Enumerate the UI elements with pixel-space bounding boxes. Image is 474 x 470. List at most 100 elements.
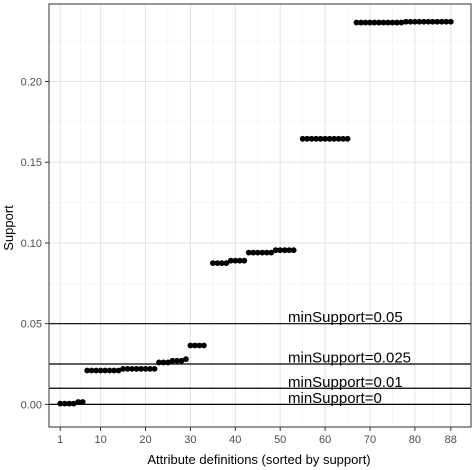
- data-point: [420, 18, 427, 25]
- data-point: [443, 18, 450, 25]
- data-point: [438, 18, 445, 25]
- x-axis-title: Attribute definitions (sorted by support…: [147, 452, 370, 467]
- data-point: [385, 19, 391, 26]
- data-point: [70, 400, 77, 407]
- data-point: [380, 19, 387, 26]
- data-point: [290, 247, 297, 254]
- data-point: [263, 249, 270, 256]
- data-point: [389, 19, 396, 26]
- data-point: [200, 342, 207, 349]
- data-point: [209, 260, 216, 267]
- data-point: [57, 400, 64, 407]
- data-point: [61, 400, 68, 407]
- data-point: [192, 342, 198, 349]
- data-point: [429, 18, 436, 25]
- data-point: [115, 367, 122, 374]
- data-point: [151, 365, 158, 372]
- threshold-label: minSupport=0: [288, 390, 382, 407]
- data-point: [299, 135, 306, 142]
- threshold-label: minSupport=0.025: [288, 350, 411, 367]
- x-tick-label: 10: [95, 434, 107, 446]
- threshold-lines: minSupport=0.05 minSupport=0.025 minSuppor…: [49, 309, 471, 407]
- data-point: [411, 18, 418, 25]
- panel-background: [49, 4, 471, 427]
- data-point: [254, 249, 261, 256]
- data-point: [250, 249, 257, 256]
- data-point: [367, 19, 373, 26]
- data-point: [416, 18, 423, 25]
- data-point: [398, 19, 405, 26]
- data-point: [407, 18, 414, 25]
- data-point: [245, 249, 252, 256]
- data-point: [133, 365, 140, 372]
- data-point: [183, 356, 189, 363]
- data-point: [304, 135, 311, 142]
- data-point: [331, 135, 337, 142]
- data-point: [97, 367, 104, 374]
- y-tick-label: 0.00: [21, 399, 42, 411]
- y-tick-label: 0.10: [21, 238, 42, 250]
- x-tick-label: 60: [319, 434, 331, 446]
- data-point: [227, 257, 234, 264]
- y-tick-label: 0.15: [21, 157, 42, 169]
- data-point: [223, 260, 230, 267]
- data-point: [142, 365, 149, 372]
- data-point: [187, 342, 194, 349]
- data-point: [353, 19, 360, 26]
- y-tick-label: 0.20: [21, 76, 42, 88]
- data-point: [394, 19, 400, 26]
- data-point: [79, 399, 86, 405]
- x-tick-label: 30: [184, 434, 196, 446]
- data-point: [174, 357, 180, 364]
- data-point: [447, 18, 454, 25]
- data-point: [120, 365, 126, 372]
- data-point: [232, 257, 239, 264]
- data-point: [124, 365, 131, 372]
- data-point: [84, 367, 91, 374]
- data-point: [425, 18, 432, 25]
- data-point: [102, 367, 109, 374]
- data-point: [88, 367, 95, 374]
- panel-border: [48, 3, 472, 428]
- data-point: [313, 135, 320, 142]
- x-tick-label: 20: [139, 434, 151, 446]
- data-point: [434, 18, 441, 25]
- y-axis-title: Support: [1, 205, 16, 251]
- data-point: [241, 257, 248, 264]
- x-tick-label: 40: [229, 434, 241, 446]
- data-point: [322, 135, 328, 142]
- x-tick-label: 1: [57, 434, 63, 446]
- data-point: [340, 135, 346, 142]
- data-point: [286, 247, 293, 254]
- data-point: [344, 135, 351, 142]
- x-tick-label: 50: [274, 434, 286, 446]
- data-point: [169, 357, 176, 364]
- x-tick-label: 88: [445, 434, 457, 446]
- data-point: [106, 367, 113, 374]
- threshold-label: minSupport=0.01: [288, 374, 403, 391]
- data-point: [214, 260, 221, 267]
- data-point: [111, 367, 117, 374]
- y-tick-label: 0.05: [21, 319, 42, 331]
- data-point: [371, 19, 378, 26]
- data-point: [178, 357, 185, 364]
- threshold-label: minSupport=0.05: [288, 309, 403, 326]
- data-point: [93, 367, 100, 374]
- data-point: [277, 247, 284, 254]
- data-point: [272, 247, 279, 254]
- data-point: [281, 247, 288, 254]
- data-point: [358, 19, 364, 26]
- data-point: [138, 365, 144, 372]
- data-point: [236, 257, 243, 264]
- data-point: [66, 400, 73, 407]
- data-point: [129, 365, 135, 372]
- x-tick-label: 80: [409, 434, 421, 446]
- data-point: [317, 135, 324, 142]
- data-point: [335, 135, 342, 142]
- data-point: [376, 19, 382, 26]
- data-point: [259, 249, 266, 256]
- data-point: [326, 135, 333, 142]
- data-point: [362, 19, 369, 26]
- data-point: [75, 399, 82, 405]
- data-point: [147, 365, 153, 372]
